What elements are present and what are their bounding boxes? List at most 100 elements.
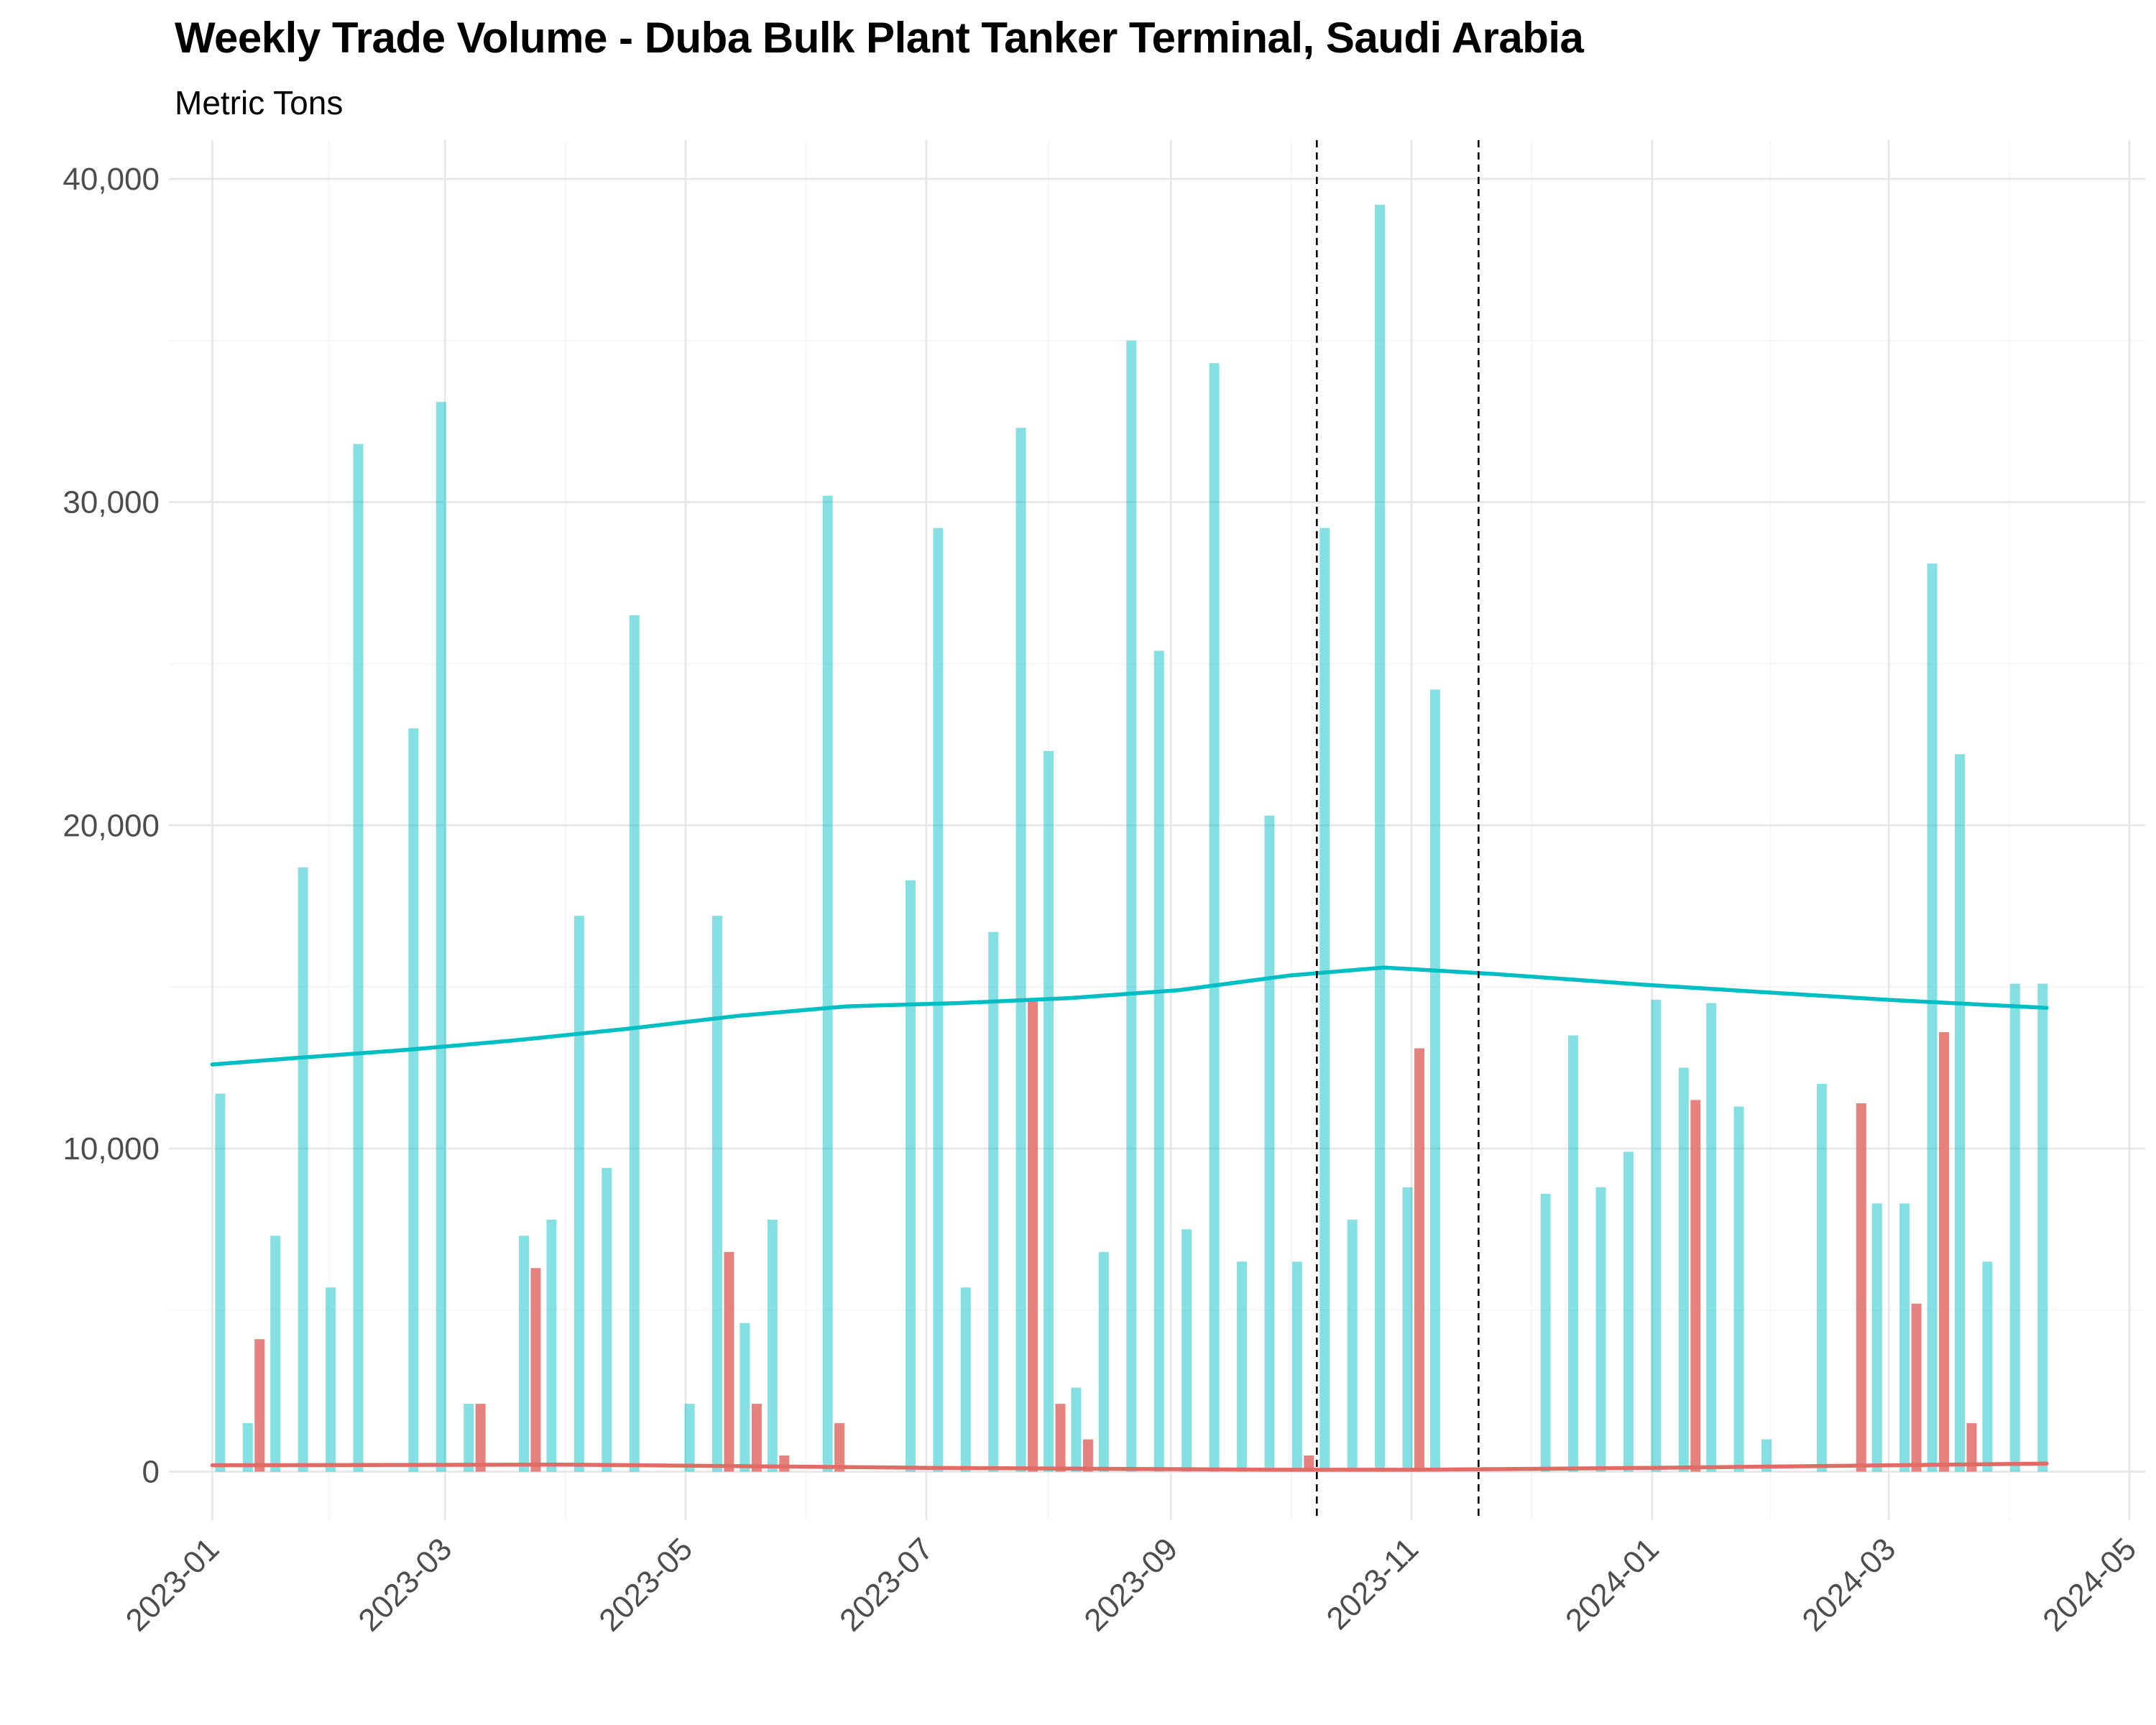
bar (1304, 1455, 1314, 1472)
bar (711, 916, 722, 1472)
y-tick-label: 30,000 (63, 485, 160, 520)
bar (436, 402, 446, 1472)
bar (1264, 815, 1275, 1472)
bar (988, 932, 999, 1472)
x-tick-label: 2023-03 (351, 1531, 459, 1638)
bar (1595, 1187, 1606, 1472)
bar (1856, 1103, 1866, 1472)
bar (684, 1404, 695, 1472)
bar (270, 1236, 281, 1472)
bar (1761, 1439, 1772, 1472)
x-tick-label: 2023-05 (592, 1531, 699, 1638)
bar (1402, 1187, 1413, 1472)
bar (1291, 1261, 1302, 1472)
bar (1044, 750, 1054, 1472)
bar (933, 528, 944, 1472)
bar (1209, 363, 1220, 1472)
bar (464, 1404, 474, 1472)
bar (767, 1219, 778, 1472)
x-tick-label: 2023-07 (833, 1531, 940, 1638)
bar (1939, 1032, 1950, 1472)
x-tick-label: 2024-01 (1559, 1531, 1666, 1638)
trend-line (210, 965, 2049, 1067)
bar (353, 443, 364, 1472)
bar (1098, 1251, 1109, 1472)
trend-line (210, 1461, 2049, 1472)
bar (1375, 204, 1386, 1472)
bar (254, 1339, 265, 1472)
y-axis-ticks: 0 10,000 20,000 30,000 40,000 (63, 162, 160, 1490)
bar (1706, 1003, 1717, 1472)
x-tick-label: 2023-11 (1320, 1531, 1426, 1637)
bar (1871, 1203, 1882, 1472)
bar (1982, 1261, 1993, 1472)
bar (1690, 1100, 1701, 1472)
major-gridlines (169, 140, 2145, 1520)
bar (1126, 340, 1137, 1472)
y-tick-label: 10,000 (63, 1131, 160, 1167)
bar (1816, 1083, 1827, 1472)
bar (724, 1251, 734, 1472)
bar (573, 916, 584, 1472)
bar (1055, 1404, 1066, 1472)
bar (408, 728, 419, 1472)
bar (1237, 1261, 1248, 1472)
bar (1678, 1067, 1689, 1472)
bar (1568, 1035, 1579, 1472)
series-red-bars (254, 1000, 1977, 1472)
x-tick-label: 2023-01 (119, 1531, 226, 1638)
y-tick-label: 20,000 (63, 808, 160, 843)
bar (2037, 983, 2048, 1472)
bar (834, 1423, 845, 1472)
series-teal-bars (215, 204, 2048, 1472)
bar (242, 1423, 253, 1472)
bar (1955, 754, 1966, 1472)
bar (1071, 1387, 1082, 1472)
x-axis-ticks: 2023-01 2023-03 2023-05 2023-07 2023-09 2023-… (119, 1531, 2143, 1638)
bar (905, 880, 916, 1472)
bar (1733, 1106, 1744, 1472)
bar (822, 495, 833, 1472)
bar (1623, 1151, 1634, 1472)
bar (1927, 564, 1938, 1472)
bar (740, 1322, 750, 1472)
bar (1153, 650, 1164, 1472)
y-tick-label: 40,000 (63, 162, 160, 197)
bar (1015, 428, 1026, 1472)
minor-gridlines (169, 140, 2145, 1520)
bar (1082, 1439, 1093, 1472)
bar (1651, 1000, 1662, 1472)
bar (602, 1167, 612, 1472)
bar (629, 615, 640, 1472)
bar (530, 1268, 541, 1472)
bar (1429, 689, 1440, 1472)
trend-lines (210, 965, 2049, 1472)
chart-subtitle: Metric Tons (175, 84, 344, 121)
bar (779, 1455, 790, 1472)
bar (1911, 1303, 1922, 1472)
bar (1966, 1423, 1977, 1472)
bar (298, 867, 308, 1472)
chart-title: Weekly Trade Volume - Duba Bulk Plant Ta… (175, 14, 1584, 62)
bar (1028, 1000, 1038, 1472)
bar (1540, 1193, 1551, 1472)
bar (1181, 1229, 1192, 1472)
x-tick-label: 2024-03 (1795, 1531, 1902, 1638)
x-tick-label: 2023-09 (1077, 1531, 1184, 1638)
event-markers (1316, 140, 1480, 1520)
bar (519, 1236, 530, 1472)
bar (326, 1287, 336, 1472)
bar (1319, 528, 1330, 1472)
y-tick-label: 0 (142, 1455, 160, 1490)
bar (1899, 1203, 1910, 1472)
bar (1414, 1048, 1425, 1472)
bar (546, 1219, 557, 1472)
bar (2009, 983, 2020, 1472)
bar (751, 1404, 762, 1472)
x-tick-label: 2024-05 (2036, 1531, 2143, 1638)
bar (960, 1287, 971, 1472)
bar (1347, 1219, 1358, 1472)
bar (475, 1404, 486, 1472)
bar (215, 1093, 226, 1472)
